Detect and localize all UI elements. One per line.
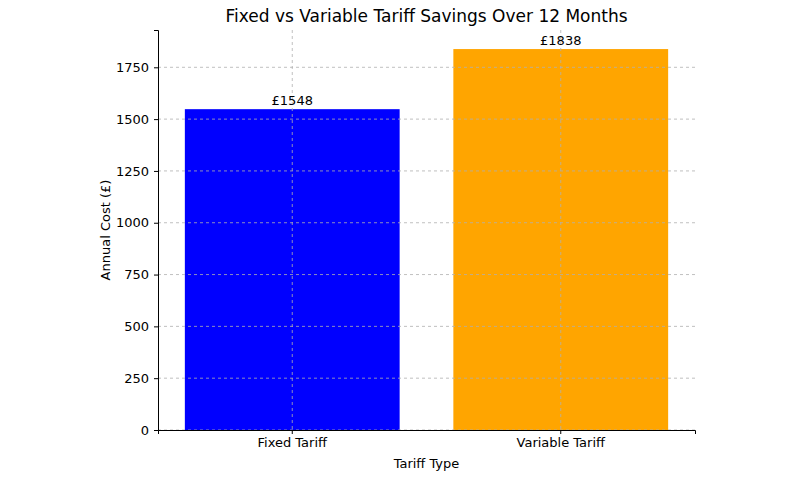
tick-label: 1250 [116,164,149,179]
tick-label: 1000 [116,215,149,230]
tick: 1250 [116,164,158,179]
tick: 1000 [116,215,158,230]
tick: 750 [124,267,158,282]
tick-label: 500 [124,319,149,334]
tick: 1500 [116,112,158,127]
tick: Fixed Tariff [258,430,329,450]
tick-label: 250 [124,371,149,386]
y-axis: 0 250 500 750 1000 1250 1500 1750 [116,31,159,438]
tick: Variable Tariff [517,430,606,450]
grid-line [158,119,695,120]
tick-mark [560,430,561,434]
tick-mark [154,223,158,224]
grid-line [560,30,561,430]
tick-label: 1500 [116,112,149,127]
grid-line [158,222,695,223]
grid-line [158,170,695,171]
tick-mark [154,119,158,120]
tick: 250 [124,371,158,386]
tick-mark [154,171,158,172]
tick-mark [292,430,293,434]
tick-mark [154,326,158,327]
tick-mark [154,275,158,276]
grid-line [158,378,695,379]
chart: 0 250 500 750 1000 1250 1500 1750 Fixed Tariff Va… [0,0,795,477]
data-labels: £1548 £1838 [272,33,582,108]
grid-line [158,326,695,327]
axis-line [159,431,696,435]
tick: 1750 [116,60,158,75]
grid-line [158,274,695,275]
tick-mark [154,430,158,431]
data-label: £1838 [540,33,581,48]
tick-mark [154,67,158,68]
tick: 500 [124,319,158,334]
grid-line [158,67,695,68]
tick: 0 [141,423,158,438]
axis-title: Tariff Type [393,456,460,471]
plot: 0 250 500 750 1000 1250 1500 1750 Fixed Tariff Va… [116,30,696,450]
tick-label: 750 [124,267,149,282]
axis-title: Annual Cost (£) [98,180,113,281]
grid-line [292,30,293,430]
grid [158,30,695,430]
data-label: £1548 [272,93,313,108]
title: Fixed vs Variable Tariff Savings Over 12… [225,6,627,26]
bars [185,49,668,430]
tick-label: 0 [141,423,149,438]
tick-label: Fixed Tariff [258,435,329,450]
tick-mark [154,378,158,379]
tick-label: 1750 [116,60,149,75]
x-axis: Fixed Tariff Variable Tariff [159,430,696,450]
axis-line [154,31,159,431]
tick-label: Variable Tariff [517,435,606,450]
